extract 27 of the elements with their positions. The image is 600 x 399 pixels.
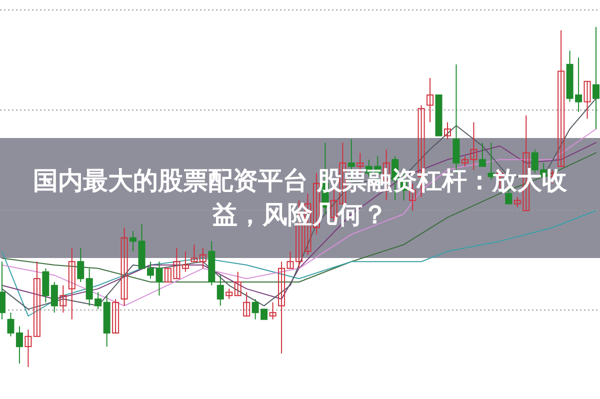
candlestick xyxy=(68,248,76,320)
candlestick xyxy=(50,282,58,314)
candlestick xyxy=(190,244,198,262)
candlestick xyxy=(243,292,250,316)
candlestick xyxy=(24,329,32,368)
candlestick xyxy=(182,250,189,272)
candlestick xyxy=(584,80,591,120)
candlestick xyxy=(216,274,224,306)
candlestick xyxy=(199,248,206,269)
candlestick xyxy=(592,26,600,130)
candlestick xyxy=(112,298,120,334)
candlestick xyxy=(16,326,23,364)
candlestick xyxy=(130,230,137,252)
candlestick xyxy=(42,268,50,303)
candlestick xyxy=(278,261,286,354)
candlestick xyxy=(558,30,565,167)
candlestick xyxy=(120,227,128,306)
candlestick xyxy=(77,248,84,282)
candlestick xyxy=(426,78,434,123)
candlestick xyxy=(226,288,233,300)
candlestick xyxy=(269,302,276,320)
candlestick xyxy=(478,142,486,167)
candlestick xyxy=(7,312,14,337)
candlestick xyxy=(234,271,242,296)
candlestick xyxy=(33,261,40,337)
candlestick xyxy=(60,284,67,314)
candlestick xyxy=(444,122,451,140)
